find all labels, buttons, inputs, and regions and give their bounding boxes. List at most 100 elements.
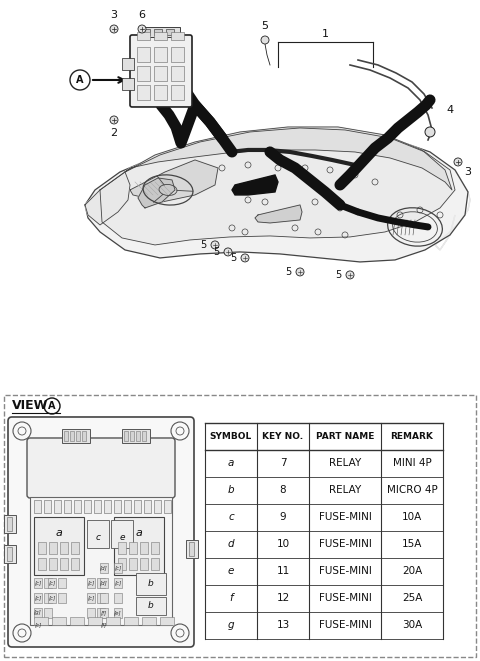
Circle shape (454, 158, 462, 166)
Bar (100, 593, 108, 603)
Bar (137, 85, 150, 100)
Bar (124, 500, 131, 513)
Text: 10: 10 (276, 539, 289, 549)
Bar (134, 500, 141, 513)
Polygon shape (255, 205, 302, 223)
Text: 2: 2 (110, 128, 118, 138)
Text: PART NAME: PART NAME (316, 432, 374, 441)
Bar (82, 431, 86, 441)
Text: 5: 5 (285, 267, 291, 277)
Text: 30A: 30A (402, 621, 422, 631)
Text: 5: 5 (230, 253, 236, 263)
Text: g: g (228, 621, 234, 631)
Polygon shape (85, 172, 130, 225)
Bar (38, 558, 46, 570)
Text: b: b (148, 580, 154, 588)
Text: [f]: [f] (101, 611, 107, 615)
Bar (74, 500, 81, 513)
Text: 6: 6 (139, 10, 145, 20)
Bar (54, 500, 61, 513)
Circle shape (224, 248, 232, 256)
Bar (114, 500, 121, 513)
Text: 10A: 10A (402, 512, 422, 522)
Text: MICRO 4P: MICRO 4P (386, 485, 437, 496)
Bar (124, 431, 128, 441)
Text: VIEW: VIEW (12, 399, 48, 412)
Text: [c]: [c] (87, 596, 95, 600)
Text: FUSE-MINI: FUSE-MINI (319, 594, 372, 603)
Bar (136, 573, 166, 595)
Circle shape (241, 254, 249, 262)
Text: [c]: [c] (114, 566, 121, 570)
Text: 25A: 25A (402, 594, 422, 603)
Text: FUSE-MINI: FUSE-MINI (319, 566, 372, 576)
Bar (100, 563, 108, 573)
Bar (60, 542, 68, 554)
Text: 9: 9 (280, 512, 286, 522)
Bar (154, 47, 167, 62)
Bar (136, 597, 166, 615)
Text: f: f (229, 594, 233, 603)
Circle shape (296, 268, 304, 276)
Circle shape (13, 624, 31, 642)
Polygon shape (435, 170, 470, 250)
Text: REMARK: REMARK (391, 432, 433, 441)
Text: b: b (228, 485, 234, 496)
Bar (100, 608, 108, 618)
Text: 5: 5 (200, 240, 206, 250)
Bar (122, 429, 150, 443)
Bar (44, 578, 52, 588)
Bar (154, 32, 167, 40)
Text: [c]: [c] (87, 580, 95, 586)
Bar (114, 563, 122, 573)
Text: 5: 5 (335, 270, 341, 280)
Text: FUSE-MINI: FUSE-MINI (319, 539, 372, 549)
Bar (129, 558, 137, 570)
Bar (7, 517, 12, 531)
Polygon shape (85, 128, 468, 262)
Bar (151, 558, 159, 570)
Bar (186, 540, 198, 558)
Text: [f]: [f] (101, 623, 107, 627)
Polygon shape (138, 178, 175, 208)
Bar (151, 542, 159, 554)
Text: 15A: 15A (402, 539, 422, 549)
Bar (122, 58, 134, 70)
Bar (171, 32, 184, 40)
Text: [c]: [c] (48, 596, 56, 600)
FancyBboxPatch shape (27, 438, 175, 498)
Bar (140, 542, 148, 554)
Text: [e]: [e] (114, 611, 122, 615)
Bar (118, 542, 126, 554)
Bar (97, 608, 105, 618)
Bar (84, 500, 91, 513)
Bar (4, 515, 16, 533)
Bar (48, 593, 56, 603)
Text: KEY NO.: KEY NO. (263, 432, 303, 441)
Bar (114, 593, 122, 603)
Bar (142, 431, 146, 441)
Bar (137, 32, 150, 40)
Bar (30, 497, 172, 625)
Bar (97, 593, 105, 603)
Bar (154, 85, 167, 100)
Bar (171, 47, 184, 62)
Bar (142, 617, 156, 625)
Polygon shape (130, 160, 218, 202)
Bar (58, 593, 66, 603)
Text: a: a (135, 528, 143, 538)
Text: A: A (48, 401, 56, 411)
Text: d: d (228, 539, 234, 549)
Text: 8: 8 (280, 485, 286, 496)
Text: A: A (76, 75, 84, 85)
Bar (118, 558, 126, 570)
Text: MINI 4P: MINI 4P (393, 459, 432, 469)
Bar (62, 429, 90, 443)
Bar (71, 558, 79, 570)
Bar (34, 593, 42, 603)
Bar (100, 578, 108, 588)
Bar (124, 617, 138, 625)
FancyBboxPatch shape (8, 417, 194, 647)
Bar (87, 520, 109, 548)
Bar (34, 500, 41, 513)
